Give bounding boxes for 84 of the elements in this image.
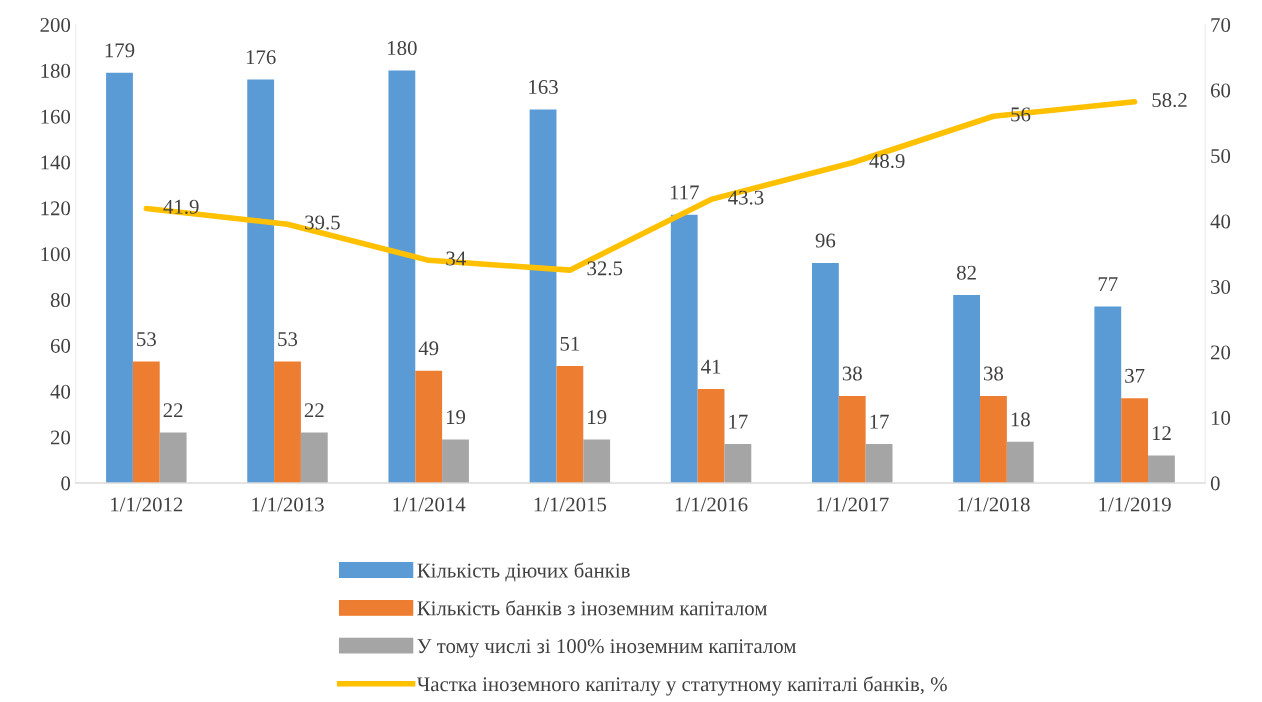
data-label: 163 [529, 80, 558, 95]
data-label: 77 [1098, 277, 1118, 291]
x-tick-label: 1/1/2016 [675, 497, 748, 512]
y-tick-label: 80 [50, 292, 71, 308]
y-tick-label: 160 [41, 109, 71, 124]
bar [300, 432, 328, 483]
x-tick-label: 1/1/2015 [534, 497, 607, 512]
bar [106, 72, 133, 483]
bar [1094, 306, 1122, 483]
y-tick-label: 180 [41, 63, 71, 78]
bar [1121, 398, 1149, 483]
data-label: 176 [246, 50, 276, 65]
y2-tick-label: 30 [1211, 279, 1231, 294]
y2-tick-label: 10 [1211, 410, 1231, 425]
data-label: 53 [278, 332, 298, 347]
data-label: 41 [701, 359, 721, 374]
y2-tick-label: 60 [1210, 83, 1231, 98]
y2-tick-label: 40 [1210, 214, 1231, 229]
data-label: 38 [984, 366, 1004, 381]
x-tick-label: 1/1/2012 [111, 497, 183, 512]
bar [442, 439, 469, 483]
bar [132, 361, 160, 483]
data-label: 37 [1125, 368, 1145, 383]
bar [159, 432, 187, 483]
bar [388, 70, 416, 483]
x-tick-label: 1/1/2013 [252, 497, 324, 512]
bar [415, 370, 443, 483]
bar [583, 439, 611, 483]
data-label: 39.5 [305, 215, 340, 230]
x-tick-label: 1/1/2019 [1099, 497, 1171, 512]
bar [953, 295, 981, 483]
y-tick-label: 120 [41, 201, 71, 216]
data-label: 22 [163, 403, 183, 417]
data-label: 17 [870, 414, 889, 429]
data-label: 96 [815, 233, 836, 248]
bar [865, 444, 893, 483]
y-tick-label: 0 [61, 476, 71, 491]
data-label: 22 [304, 403, 324, 417]
bar [697, 389, 725, 483]
bar [670, 214, 698, 483]
y2-tick-label: 20 [1210, 345, 1231, 360]
legend-label: Частка іноземного капіталу у статутному капіталі банків, % [416, 676, 947, 696]
data-label: 117 [670, 185, 699, 200]
data-label: 43.3 [728, 190, 764, 205]
bar [838, 395, 866, 483]
data-label: 38 [842, 366, 862, 381]
y-tick-label: 140 [41, 155, 71, 170]
y-tick-label: 40 [50, 384, 71, 399]
data-label: 48.9 [869, 153, 905, 169]
y2-tick-label: 70 [1211, 17, 1231, 32]
bar [529, 109, 557, 483]
data-label: 180 [388, 41, 417, 56]
data-label: 49 [418, 341, 439, 356]
legend-label: Кількість діючих банків [417, 562, 630, 582]
bar [1148, 455, 1175, 483]
data-label: 179 [105, 43, 135, 58]
data-label: 18 [1011, 412, 1030, 427]
bar [556, 366, 584, 483]
data-label: 51 [560, 336, 580, 351]
data-label: 58.2 [1152, 93, 1187, 108]
bar [812, 262, 839, 483]
data-label: 19 [588, 410, 607, 425]
legend-label: Кількість банків з іноземним капіталом [417, 600, 768, 616]
data-label: 19 [446, 410, 466, 425]
x-tick-label: 1/1/2017 [817, 497, 889, 512]
y-tick-label: 200 [40, 17, 71, 32]
bar [1006, 441, 1034, 483]
bar [247, 79, 275, 483]
y-tick-label: 20 [50, 430, 71, 445]
bar [274, 361, 301, 483]
legend-label: У тому числі зі 100% іноземним капіталом [417, 639, 796, 658]
data-label: 53 [137, 332, 156, 347]
data-label: 82 [956, 265, 976, 280]
bar [724, 444, 752, 483]
x-tick-label: 1/1/2014 [393, 497, 466, 512]
y-tick-label: 100 [41, 247, 71, 262]
data-label: 12 [1152, 426, 1171, 440]
y-tick-label: 60 [50, 338, 71, 353]
y2-tick-label: 50 [1211, 148, 1231, 163]
data-label: 32.5 [587, 261, 623, 276]
bar [980, 395, 1007, 483]
x-tick-label: 1/1/2018 [958, 497, 1030, 512]
y2-tick-label: 0 [1210, 476, 1220, 491]
data-label: 17 [729, 414, 748, 429]
